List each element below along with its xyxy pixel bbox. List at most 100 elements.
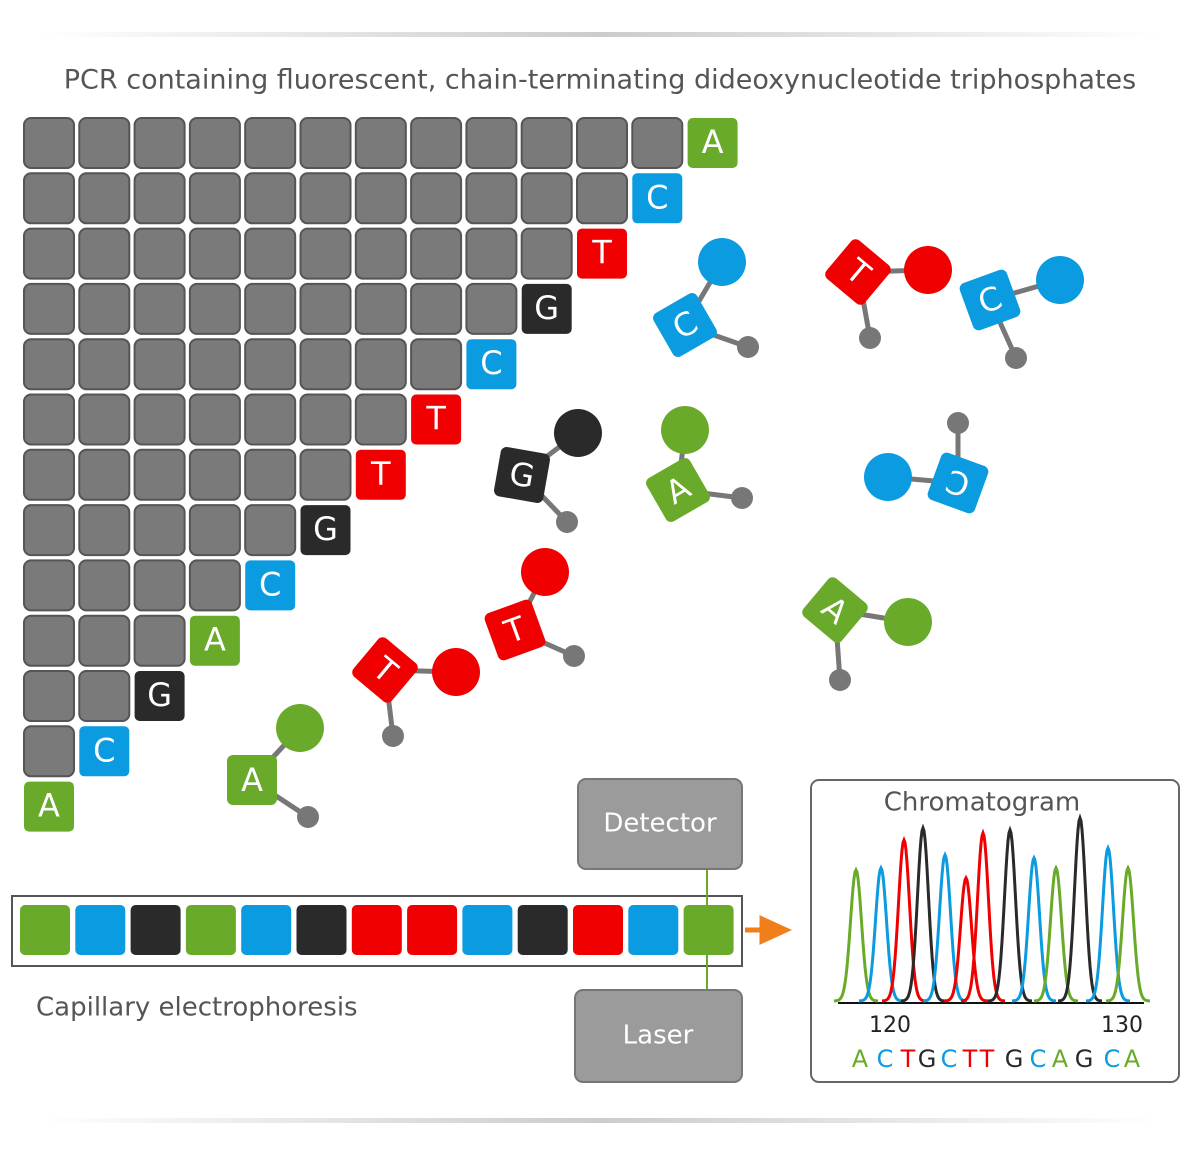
template-cell — [244, 227, 297, 280]
terminator-cell — [300, 505, 351, 556]
phosphate-small — [731, 487, 753, 509]
template-cell — [23, 614, 75, 667]
nucleotide: A — [227, 755, 277, 805]
base-call: G — [918, 1045, 937, 1073]
template-cell — [520, 117, 573, 169]
template-cell — [78, 282, 131, 335]
template-cell — [244, 117, 297, 169]
dye — [864, 453, 912, 501]
nucleotide: G — [493, 446, 551, 504]
base-call: T — [900, 1045, 916, 1073]
band — [130, 905, 181, 955]
terminator-cell — [632, 173, 683, 224]
template-cell — [78, 670, 131, 722]
phosphate-small — [556, 511, 578, 533]
nucleotide: C — [653, 293, 717, 357]
terminator-letter: C — [646, 178, 668, 216]
band — [683, 905, 734, 955]
template-cell — [133, 338, 186, 391]
template-cell — [299, 393, 352, 446]
terminator-cell — [355, 449, 406, 500]
template-cell — [244, 393, 297, 446]
template-cell — [576, 117, 628, 169]
template-cell — [23, 448, 75, 501]
terminator-cell — [411, 394, 462, 445]
arrow — [745, 915, 793, 945]
template-cell — [78, 448, 131, 501]
template-cell — [133, 227, 186, 280]
dye — [661, 406, 709, 454]
template-cell — [133, 448, 186, 501]
phosphate-small — [859, 327, 881, 349]
template-cell — [133, 172, 186, 225]
phosphate-small — [382, 725, 404, 747]
template-cell — [133, 393, 186, 446]
template-cell — [23, 670, 75, 722]
template-cell — [520, 227, 573, 280]
base-square — [227, 755, 277, 805]
template-cell — [631, 117, 684, 169]
template-cell — [299, 172, 352, 225]
shadow-top — [40, 32, 1160, 37]
template-cell — [465, 117, 518, 169]
template-cell — [78, 172, 131, 225]
band — [407, 905, 458, 955]
band — [75, 905, 126, 955]
template-cell — [354, 172, 407, 225]
dye — [554, 409, 602, 457]
peak — [1086, 843, 1130, 1003]
band — [241, 905, 292, 955]
peak — [943, 874, 989, 1003]
laser-box — [574, 989, 743, 1083]
template-cell — [299, 448, 352, 501]
template-cell — [188, 117, 241, 169]
peak — [833, 866, 879, 1003]
template-cell — [78, 117, 131, 169]
template-cell — [23, 725, 75, 778]
position-label: 130 — [1101, 1013, 1143, 1038]
template-cell — [23, 338, 75, 391]
base-call: G — [1075, 1045, 1094, 1073]
base-square — [484, 599, 546, 661]
phosphate-small — [563, 645, 585, 667]
template-cell — [410, 227, 463, 280]
template-cell — [78, 393, 131, 446]
band — [517, 905, 568, 955]
peak — [1011, 854, 1057, 1003]
dye — [432, 648, 480, 696]
band — [462, 905, 513, 955]
template-cell — [410, 282, 463, 335]
template-cell — [23, 172, 75, 225]
peak — [858, 864, 904, 1003]
terminator-letter: A — [38, 787, 60, 825]
terminator-letter: T — [591, 234, 612, 272]
template-cell — [133, 117, 186, 169]
peak — [961, 828, 1005, 1003]
template-cell — [465, 172, 518, 225]
template-cell — [576, 172, 628, 225]
template-cell — [23, 282, 75, 335]
peak — [922, 851, 968, 1003]
nucleotide: C — [927, 452, 989, 514]
capillary-label: Capillary electrophoresis — [36, 993, 358, 1023]
base-square — [802, 577, 868, 643]
base-square — [927, 452, 989, 514]
phosphate-small — [1005, 347, 1027, 369]
terminator-cell — [134, 671, 185, 721]
base-call: T — [962, 1045, 978, 1073]
template-cell — [410, 117, 463, 169]
dye — [698, 238, 746, 286]
terminator-letter: G — [534, 289, 559, 327]
dye — [276, 704, 324, 752]
template-cell — [78, 559, 131, 612]
band — [351, 905, 402, 955]
chromatogram-title: Chromatogram — [884, 788, 1080, 818]
template-cell — [354, 338, 407, 391]
shadow-bottom — [40, 1118, 1160, 1123]
template-cell — [23, 117, 75, 169]
template-cell — [520, 172, 573, 225]
terminator-letter: T — [425, 400, 446, 438]
terminator-cell — [687, 118, 738, 168]
template-cell — [465, 227, 518, 280]
